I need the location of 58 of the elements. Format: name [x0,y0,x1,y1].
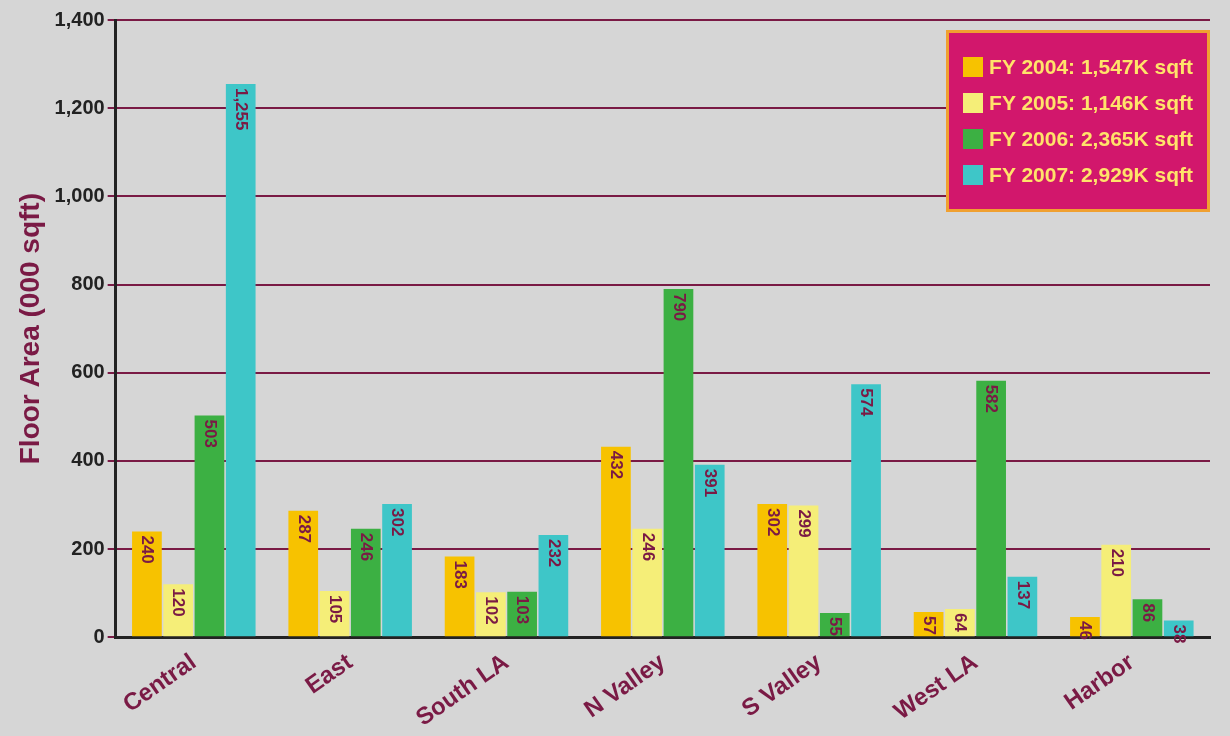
bar [538,534,569,637]
data-label: 287 [294,514,314,544]
bar [788,505,819,637]
y-axis-title: Floor Area (000 sqft) [13,193,45,465]
bar [194,415,225,637]
data-label: 574 [857,388,877,418]
data-label: 103 [513,595,533,625]
y-tick-label: 1,400 [54,7,105,30]
data-label: 86 [1138,603,1158,623]
data-label: 246 [357,532,377,562]
data-label: 432 [607,450,627,480]
data-label: 240 [138,535,158,564]
legend-label: FY 2005: 1,146K sqft [989,91,1193,115]
data-label: 246 [638,532,658,562]
data-label: 38 [1170,624,1190,644]
bar [350,528,381,637]
data-label: 183 [450,560,470,589]
data-label: 120 [169,588,189,617]
bar [694,464,725,637]
data-label: 503 [200,419,220,448]
bar [601,446,631,637]
data-label: 1,255 [232,87,252,131]
legend-label: FY 2004: 1,547K sqft [989,55,1193,79]
data-label: 55 [826,616,846,636]
y-tick-label: 1,000 [54,183,105,206]
data-label: 46 [1076,620,1096,640]
data-label: 57 [919,616,939,636]
bar [132,531,162,637]
bar [976,380,1006,637]
data-label: 391 [701,468,721,498]
data-label: 299 [794,509,814,538]
data-label: 302 [388,508,408,537]
x-tick-label: East [299,647,357,699]
data-label: 102 [482,596,502,625]
data-label: 790 [669,292,689,322]
bar [1101,544,1132,637]
data-label: 105 [325,594,345,624]
data-label: 210 [1107,548,1127,578]
y-tick-label: 800 [71,272,105,295]
y-tick-label: 400 [71,448,105,471]
legend-label: FY 2006: 2,365K sqft [989,127,1193,151]
y-tick-label: 0 [93,624,105,647]
legend-label: FY 2007: 2,929K sqft [989,163,1193,187]
y-tick-label: 1,200 [54,95,105,118]
y-tick-label: 200 [71,536,105,559]
bar [288,510,319,637]
bar [663,288,694,637]
bar [757,504,788,637]
data-label: 64 [951,613,971,633]
data-label: 232 [544,538,564,568]
data-label: 302 [763,508,783,537]
y-tick-label: 600 [71,360,105,383]
bar [851,384,881,637]
bar [225,83,256,637]
data-label: 582 [982,384,1002,414]
bar [382,504,412,637]
bar [632,528,663,637]
data-label: 137 [1013,580,1033,610]
